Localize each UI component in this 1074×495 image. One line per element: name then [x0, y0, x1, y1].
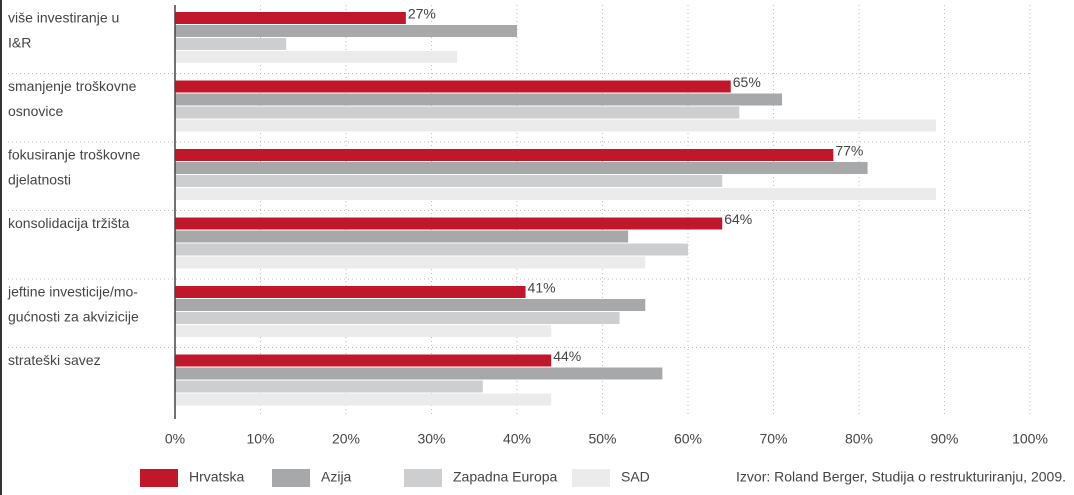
- x-tick-label: 50%: [588, 431, 616, 447]
- bar: [175, 80, 731, 93]
- bar: [175, 119, 936, 132]
- bar: [175, 299, 646, 311]
- category-label: gućnosti za akvizicije: [8, 309, 139, 325]
- left-border: [0, 0, 2, 495]
- bar: [175, 325, 552, 337]
- x-tick-label: 30%: [417, 431, 445, 447]
- bar: [175, 393, 552, 406]
- bar: [175, 354, 552, 367]
- category-label: smanjenje troškovne: [8, 78, 137, 94]
- category-label: fokusiranje troškovne: [8, 147, 141, 163]
- x-tick-label: 60%: [674, 431, 702, 447]
- legend-swatch: [272, 469, 310, 487]
- value-label: 27%: [408, 6, 436, 22]
- value-label: 65%: [733, 74, 761, 90]
- bar: [175, 230, 629, 243]
- bar: [175, 149, 834, 161]
- bar: [175, 286, 526, 298]
- category-label: više investiranje u: [8, 10, 119, 26]
- legend-label: Hrvatska: [189, 469, 244, 485]
- value-label: 41%: [528, 280, 556, 296]
- category-label: osnovice: [8, 103, 63, 119]
- bar: [175, 51, 458, 63]
- category-label: djelatnosti: [8, 172, 71, 188]
- legend-swatch: [572, 469, 610, 487]
- legend-label: Zapadna Europa: [453, 469, 558, 485]
- value-label: 44%: [553, 348, 581, 364]
- value-label: 64%: [724, 211, 752, 227]
- x-tick-label: 90%: [930, 431, 958, 447]
- bar: [175, 106, 740, 119]
- category-label: strateški savez: [8, 352, 101, 368]
- x-tick-label: 70%: [759, 431, 787, 447]
- bar: [175, 93, 783, 106]
- bar: [175, 188, 936, 200]
- source-note: Izvor: Roland Berger, Studija o restrukt…: [736, 469, 1066, 485]
- x-tick-label: 20%: [332, 431, 360, 447]
- bar: [175, 256, 646, 269]
- bar: [175, 217, 723, 230]
- x-tick-label: 80%: [845, 431, 873, 447]
- bar: [175, 175, 723, 187]
- legend-swatch: [140, 469, 178, 487]
- legend-label: Azija: [321, 469, 352, 485]
- value-label: 77%: [835, 143, 863, 159]
- category-label: jeftine investicije/mo-: [7, 284, 138, 300]
- bar: [175, 25, 517, 37]
- bar: [175, 12, 406, 24]
- category-label: konsolidacija tržišta: [8, 215, 130, 231]
- legend-label: SAD: [621, 469, 650, 485]
- bar: [175, 162, 868, 174]
- category-label: I&R: [8, 35, 31, 51]
- x-tick-label: 0%: [165, 431, 185, 447]
- legend-swatch: [404, 469, 442, 487]
- bar: [175, 243, 688, 256]
- x-tick-label: 40%: [503, 431, 531, 447]
- bar: [175, 367, 663, 380]
- bar: [175, 312, 620, 324]
- x-tick-label: 10%: [246, 431, 274, 447]
- bar: [175, 380, 483, 393]
- bar: [175, 38, 287, 50]
- x-tick-label: 100%: [1012, 431, 1048, 447]
